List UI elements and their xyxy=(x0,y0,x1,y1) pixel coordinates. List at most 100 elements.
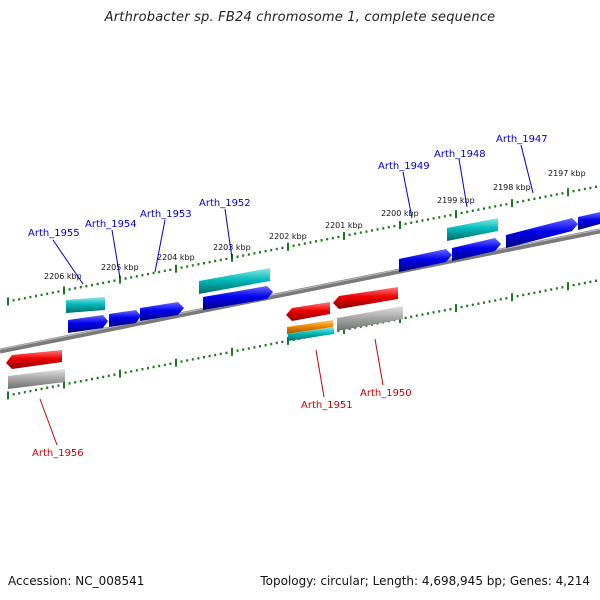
minor-tick xyxy=(449,308,452,311)
major-tick xyxy=(7,391,9,400)
gene-arth-1948[interactable] xyxy=(452,238,501,261)
minor-tick xyxy=(292,244,295,247)
minor-tick xyxy=(236,255,239,258)
gene-label-arth-1951[interactable]: Arth_1951 xyxy=(301,400,353,411)
minor-tick xyxy=(29,389,32,393)
gene-label-arth-1950[interactable]: Arth_1950 xyxy=(360,388,412,399)
kbp-label: 2197 kbp xyxy=(548,169,586,178)
minor-tick xyxy=(247,347,250,350)
gene-offscreen-right[interactable] xyxy=(578,212,600,230)
leader-line xyxy=(520,144,534,194)
minor-tick xyxy=(35,388,37,392)
minor-tick xyxy=(387,226,390,229)
minor-tick xyxy=(18,392,21,395)
kbp-label: 2202 kbp xyxy=(269,232,307,241)
minor-tick xyxy=(186,265,189,268)
gene-arth-1955[interactable] xyxy=(68,315,108,333)
genome-summary: Topology: circular; Length: 4,698,945 bp… xyxy=(260,574,590,588)
gene-arth-1952-cds[interactable] xyxy=(199,268,270,294)
minor-tick xyxy=(309,241,312,244)
minor-tick xyxy=(589,280,592,284)
minor-tick xyxy=(427,218,429,221)
gene-arth-1953[interactable] xyxy=(140,302,184,321)
minor-tick xyxy=(404,222,407,226)
tick-track-top xyxy=(7,185,597,306)
minor-tick xyxy=(376,228,379,231)
gene-arth-1950[interactable] xyxy=(333,287,398,309)
major-tick xyxy=(287,242,289,251)
minor-tick xyxy=(404,316,407,320)
gene-arth-1956-cds[interactable] xyxy=(8,369,65,389)
minor-tick xyxy=(466,210,469,214)
gene-arth-1954[interactable] xyxy=(109,310,141,327)
minor-tick xyxy=(505,203,508,206)
gene-arth-1955-cds[interactable] xyxy=(66,297,105,313)
minor-tick xyxy=(113,373,116,376)
leader-line xyxy=(458,158,468,208)
minor-tick xyxy=(494,205,497,208)
minor-tick xyxy=(410,221,413,224)
minor-tick xyxy=(270,342,273,346)
gene-label-arth-1949[interactable]: Arth_1949 xyxy=(378,161,430,172)
minor-tick xyxy=(29,295,32,299)
minor-tick xyxy=(544,289,547,292)
minor-tick xyxy=(264,250,267,253)
minor-tick xyxy=(303,242,306,245)
major-tick xyxy=(343,325,345,334)
gene-arth-1948-cds[interactable] xyxy=(447,218,498,241)
kbp-label: 2199 kbp xyxy=(437,196,475,205)
gene-arth-1951-misc[interactable] xyxy=(287,320,333,334)
minor-tick xyxy=(247,253,250,256)
gene-arth-1950-cds[interactable] xyxy=(337,306,403,331)
gene-label-arth-1947[interactable]: Arth_1947 xyxy=(496,134,548,145)
major-tick xyxy=(231,347,233,356)
minor-tick xyxy=(74,381,77,384)
minor-tick xyxy=(354,232,357,235)
minor-tick xyxy=(12,393,15,396)
major-tick xyxy=(63,286,65,295)
minor-tick xyxy=(57,384,60,387)
forward-genes xyxy=(66,212,600,333)
minor-tick xyxy=(460,211,463,215)
minor-tick xyxy=(225,351,228,355)
minor-tick xyxy=(415,220,418,223)
gene-arth-1956[interactable] xyxy=(6,350,62,369)
minor-tick xyxy=(242,348,245,351)
minor-tick xyxy=(169,268,172,271)
gene-label-arth-1948[interactable]: Arth_1948 xyxy=(434,149,486,160)
minor-tick xyxy=(281,340,284,344)
gene-label-arth-1955[interactable]: Arth_1955 xyxy=(28,228,80,239)
gene-label-arth-1952[interactable]: Arth_1952 xyxy=(199,198,251,209)
leader-line xyxy=(224,208,233,259)
minor-tick xyxy=(130,276,133,279)
minor-tick xyxy=(443,215,446,218)
minor-tick xyxy=(51,385,54,388)
minor-tick xyxy=(578,188,581,192)
minor-tick xyxy=(438,310,441,313)
gene-label-arth-1954[interactable]: Arth_1954 xyxy=(85,219,137,230)
gene-arth-1951[interactable] xyxy=(286,302,330,321)
minor-tick xyxy=(505,297,508,300)
minor-tick xyxy=(410,315,413,318)
gene-label-arth-1956[interactable]: Arth_1956 xyxy=(32,448,84,459)
kbp-label: 2198 kbp xyxy=(493,183,531,192)
minor-tick xyxy=(23,297,26,300)
minor-tick xyxy=(281,246,284,250)
gene-arth-1952[interactable] xyxy=(203,286,273,310)
minor-tick xyxy=(488,300,491,303)
gene-arth-1947[interactable] xyxy=(506,218,578,248)
gene-label-arth-1953[interactable]: Arth_1953 xyxy=(140,209,192,220)
minor-tick xyxy=(163,269,166,273)
minor-tick xyxy=(264,344,267,347)
minor-tick xyxy=(522,199,525,203)
major-tick xyxy=(119,275,121,284)
minor-tick xyxy=(483,301,485,304)
leader-line xyxy=(374,338,384,386)
gene-arth-1949[interactable] xyxy=(399,249,452,272)
minor-tick xyxy=(477,208,480,211)
kbp-labels: 2206 kbp 2205 kbp 2204 kbp 2203 kbp 2202… xyxy=(44,169,586,281)
minor-tick xyxy=(208,260,211,264)
gene-arth-1951-cds[interactable] xyxy=(288,327,334,341)
minor-tick xyxy=(275,341,278,345)
